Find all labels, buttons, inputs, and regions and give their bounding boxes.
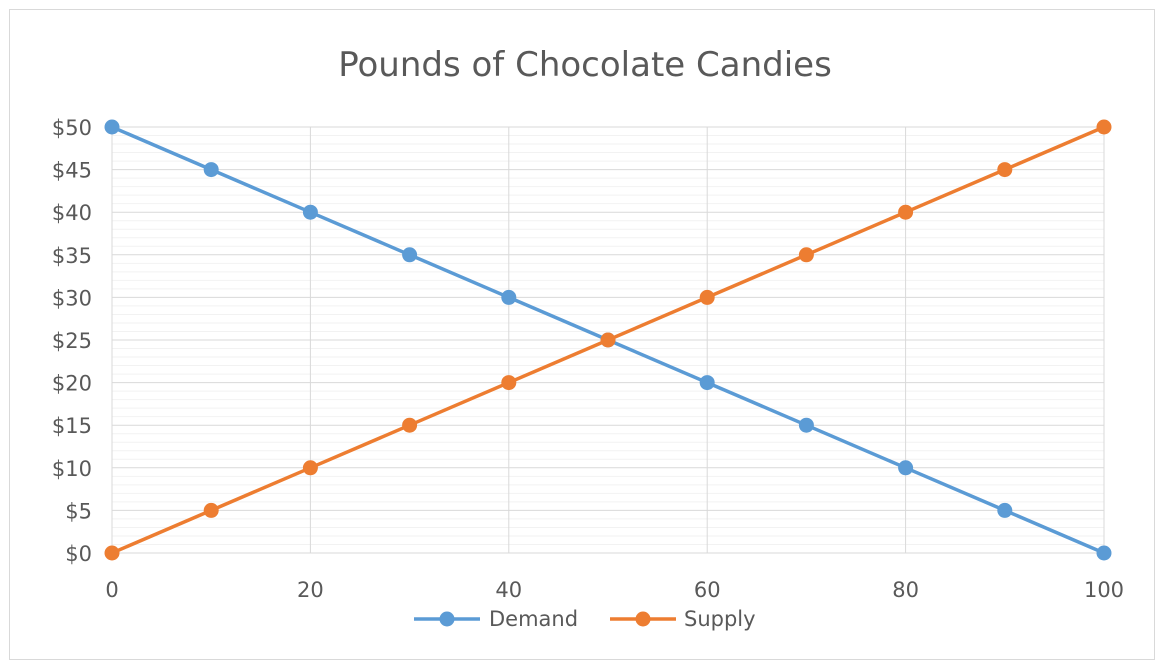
data-point — [798, 417, 814, 433]
y-tick-label: $20 — [52, 372, 92, 396]
y-tick-label: $15 — [52, 414, 92, 438]
legend-marker — [635, 611, 651, 627]
y-tick-label: $35 — [52, 244, 92, 268]
y-tick-label: $50 — [52, 116, 92, 140]
legend: Demand Supply — [414, 607, 756, 631]
legend-item-supply: Supply — [610, 607, 756, 631]
data-point — [203, 162, 219, 178]
data-point — [898, 460, 914, 476]
y-tick-label: $45 — [52, 159, 92, 183]
data-point — [1096, 545, 1112, 561]
data-point — [997, 162, 1013, 178]
data-point — [302, 204, 318, 220]
legend-label: Demand — [489, 607, 578, 631]
data-point — [104, 119, 120, 135]
data-point — [699, 375, 715, 391]
y-tick-label: $10 — [52, 457, 92, 481]
data-point — [501, 289, 517, 305]
data-point — [997, 502, 1013, 518]
data-point — [699, 289, 715, 305]
x-tick-label: 40 — [495, 578, 522, 602]
axes: $0 $5 $10 $15 $20 $25 $30 $35 $40 $45 $50 0 20 40 60 80… — [52, 116, 1124, 602]
data-point — [600, 332, 616, 348]
x-tick-label: 60 — [694, 578, 721, 602]
y-tick-label: $0 — [65, 542, 92, 566]
x-tick-label: 100 — [1084, 578, 1124, 602]
data-point — [203, 502, 219, 518]
data-point — [798, 247, 814, 263]
legend-item-demand: Demand — [414, 607, 578, 631]
data-point — [501, 375, 517, 391]
series-layer — [104, 119, 1112, 561]
y-tick-label: $30 — [52, 286, 92, 310]
x-tick-label: 80 — [892, 578, 919, 602]
data-point — [1096, 119, 1112, 135]
y-tick-label: $25 — [52, 329, 92, 353]
series-supply — [104, 119, 1112, 561]
y-tick-label: $40 — [52, 201, 92, 225]
chart-frame — [9, 9, 1155, 660]
y-tick-label: $5 — [65, 499, 92, 523]
data-point — [104, 545, 120, 561]
data-point — [402, 247, 418, 263]
gridlines — [111, 126, 1105, 554]
data-point — [898, 204, 914, 220]
data-point — [402, 417, 418, 433]
x-tick-label: 0 — [105, 578, 118, 602]
chart-title: Pounds of Chocolate Candies — [338, 45, 832, 85]
legend-marker — [439, 611, 455, 627]
legend-label: Supply — [684, 607, 756, 631]
x-tick-label: 20 — [297, 578, 324, 602]
data-point — [302, 460, 318, 476]
